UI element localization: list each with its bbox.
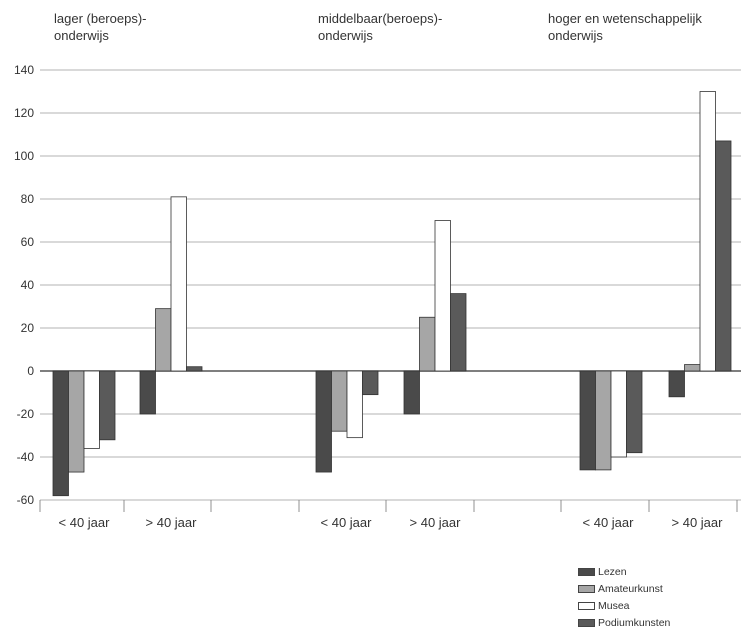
x-group-label: > 40 jaar (672, 515, 724, 530)
x-group-label: > 40 jaar (146, 515, 198, 530)
y-tick-label: 20 (21, 321, 35, 335)
bar-podiumkunsten (715, 140, 732, 372)
bar-lezen (403, 370, 420, 415)
panel-title-2: middelbaar(beroeps)- onderwijs (318, 11, 443, 43)
panel-title-1: lager (beroeps)- onderwijs (54, 11, 147, 43)
legend-swatch-lezen (578, 567, 595, 576)
legend-item-lezen: Lezen (578, 563, 670, 580)
bar-musea (170, 196, 187, 372)
legend-item-amateurkunst: Amateurkunst (578, 580, 670, 597)
bar-lezen (579, 370, 596, 471)
bar-lezen (315, 370, 332, 473)
bar-amateurkunst (684, 364, 701, 372)
legend-item-musea: Musea (578, 597, 670, 614)
bar-podiumkunsten (186, 366, 203, 372)
y-tick-label: 60 (21, 235, 35, 249)
bar-lezen (668, 370, 685, 398)
y-tick-label: -20 (17, 407, 35, 421)
bar-musea (610, 370, 627, 458)
bar-amateurkunst (419, 316, 436, 372)
y-tick-label: -40 (17, 450, 35, 464)
y-tick-label: 100 (14, 149, 34, 163)
y-tick-label: 120 (14, 106, 34, 120)
x-group-label: < 40 jaar (321, 515, 373, 530)
bar-musea (83, 370, 100, 449)
x-group-label: < 40 jaar (59, 515, 111, 530)
legend-item-podiumkunsten: Podiumkunsten (578, 614, 670, 631)
legend-swatch-podiumkunsten (578, 618, 595, 627)
bar-musea (434, 220, 451, 372)
legend-label-lezen: Lezen (598, 565, 627, 578)
bar-podiumkunsten (626, 370, 643, 454)
legend-swatch-amateurkunst (578, 584, 595, 593)
bar-musea (699, 91, 716, 372)
y-tick-label: -60 (17, 493, 35, 507)
bar-lezen (52, 370, 69, 497)
legend: Lezen Amateurkunst Musea Podiumkunsten (578, 563, 670, 631)
bar-amateurkunst (68, 370, 85, 473)
legend-label-podiumkunsten: Podiumkunsten (598, 616, 671, 629)
panel-title-3: hoger en wetenschappelijk onderwijs (548, 11, 702, 43)
bar-musea (346, 370, 363, 439)
x-group-label: < 40 jaar (583, 515, 635, 530)
bar-amateurkunst (331, 370, 348, 432)
bar-podiumkunsten (450, 293, 467, 372)
bar-amateurkunst (155, 308, 172, 372)
legend-label-musea: Musea (598, 599, 630, 612)
bar-lezen (139, 370, 156, 415)
bar-podiumkunsten (362, 370, 379, 396)
legend-label-amateurkunst: Amateurkunst (598, 582, 663, 595)
chart-area: 140 120 100 80 60 40 20 0 -20 -40 -60 < 40 jaar > 40… (14, 63, 741, 530)
bar-amateurkunst (595, 370, 612, 471)
y-tick-label: 40 (21, 278, 35, 292)
bar-podiumkunsten (99, 370, 116, 441)
legend-swatch-musea (578, 601, 595, 610)
y-tick-label: 0 (27, 364, 34, 378)
y-tick-label: 140 (14, 63, 34, 77)
x-group-label: > 40 jaar (410, 515, 462, 530)
y-tick-label: 80 (21, 192, 35, 206)
